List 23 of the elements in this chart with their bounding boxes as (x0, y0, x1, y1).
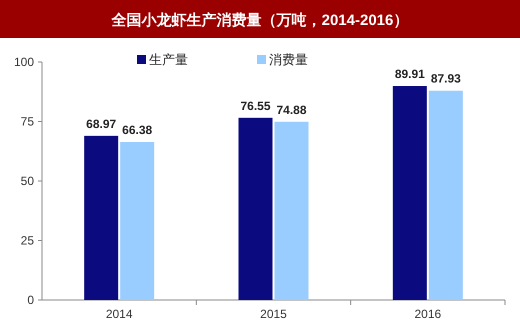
chart-title: 全国小龙虾生产消费量（万吨，2014-2016） (110, 12, 408, 29)
y-tick-label: 100 (14, 55, 34, 69)
y-tick-label: 50 (20, 174, 34, 188)
y-tick-label: 0 (27, 293, 34, 307)
bar (428, 90, 463, 300)
data-label: 74.88 (276, 102, 307, 117)
data-label: 76.55 (240, 98, 271, 113)
y-tick-label: 25 (20, 234, 34, 248)
data-label: 87.93 (430, 72, 462, 86)
data-label: 66.38 (122, 123, 153, 138)
x-tick-label: 2015 (260, 307, 288, 321)
legend-label: 生产量 (149, 52, 188, 67)
bar (84, 136, 118, 300)
data-label: 68.97 (86, 116, 117, 131)
data-label: 89.91 (394, 67, 426, 82)
bar (392, 86, 427, 300)
bar (274, 122, 308, 300)
legend-label: 消费量 (269, 52, 308, 67)
x-tick-label: 2014 (106, 307, 133, 321)
y-tick-label: 75 (20, 114, 34, 128)
bar (238, 118, 272, 300)
bar (120, 142, 154, 300)
x-tick-label: 2016 (414, 307, 442, 321)
